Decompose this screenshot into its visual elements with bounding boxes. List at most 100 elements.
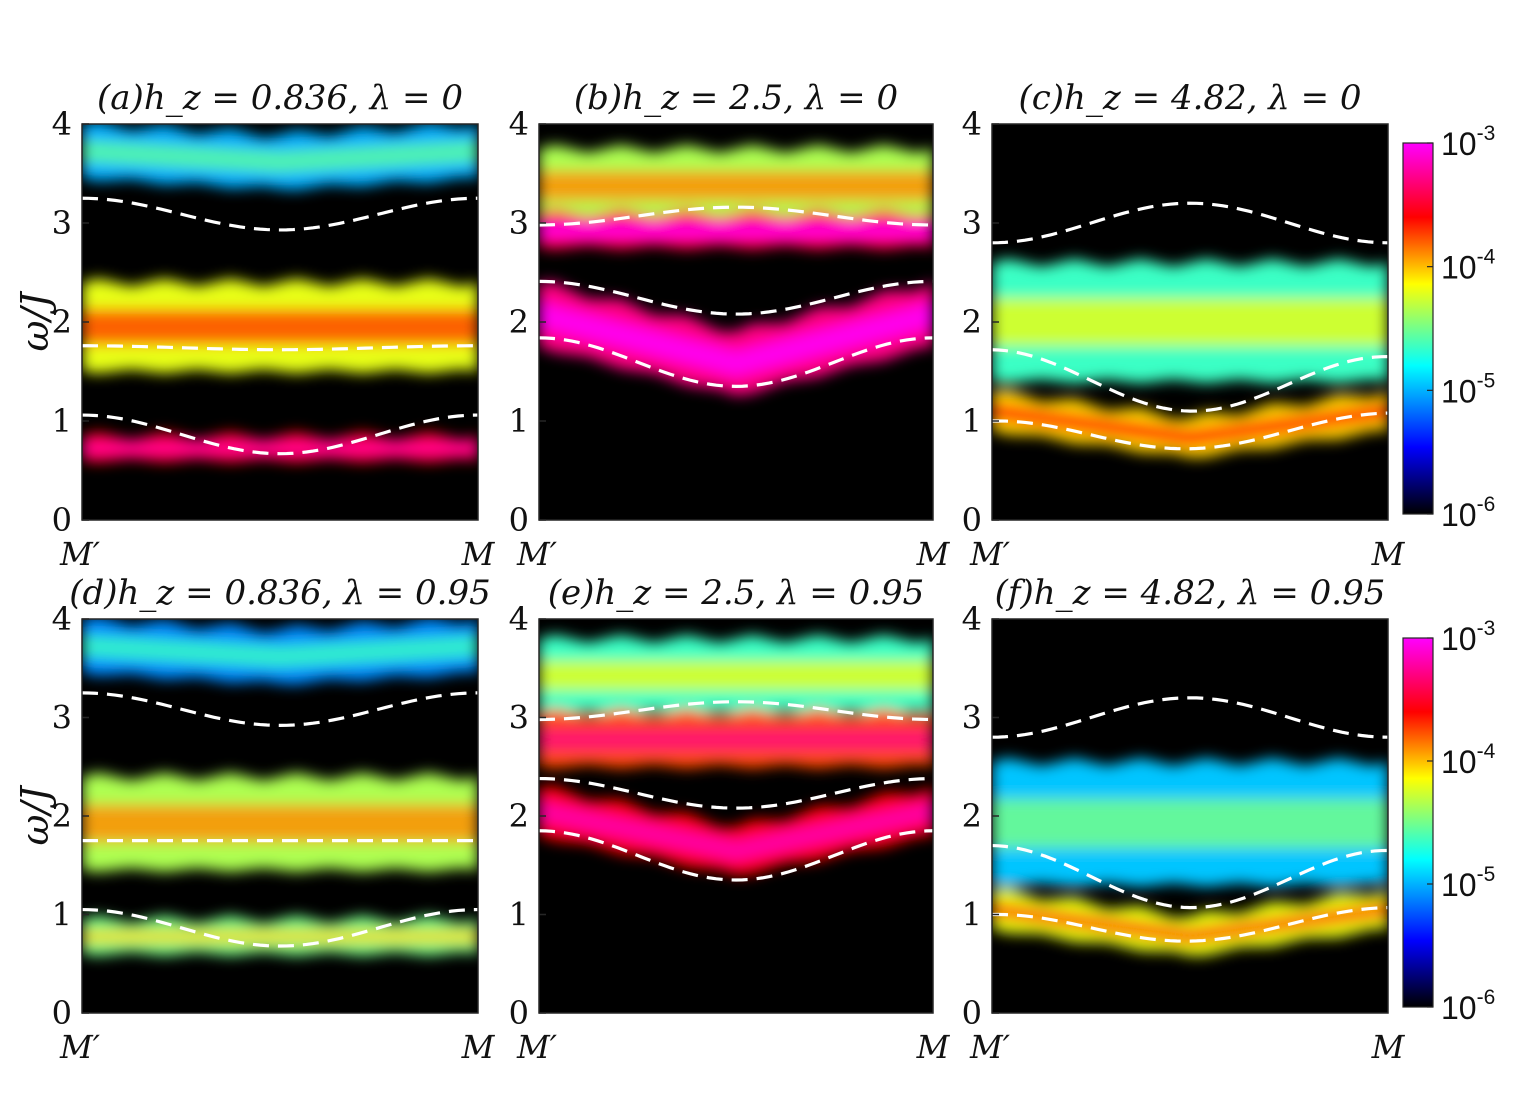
dispersion-lines xyxy=(82,691,478,948)
dashed-curve-2 xyxy=(992,906,1388,943)
band-1 xyxy=(992,389,1388,458)
dashed-curve-2 xyxy=(539,829,933,882)
dispersion-lines xyxy=(992,696,1388,943)
colorbar-tick-label: 10-5 xyxy=(1441,863,1495,903)
dispersion-lines xyxy=(82,196,478,456)
colorbar-tick-exponent: -3 xyxy=(1477,617,1496,640)
ytick-label: 1 xyxy=(52,402,72,440)
heatmap-bands xyxy=(82,124,478,463)
ytick-label: 2 xyxy=(52,303,72,341)
xtick-label-right: M xyxy=(1371,1028,1406,1066)
xtick-label-right: M xyxy=(461,535,496,573)
xtick-label-right: M xyxy=(1371,535,1406,573)
colorbar-tick-exponent: -5 xyxy=(1477,369,1496,392)
ytick-label: 4 xyxy=(509,105,529,143)
ytick-label: 4 xyxy=(52,105,72,143)
colorbar-0: 10-3 10-4 10-5 10-6 xyxy=(1402,122,1496,533)
ytick-label: 3 xyxy=(509,699,529,737)
xtick-label-right: M xyxy=(916,535,951,573)
y-axis-label: ω/J xyxy=(13,785,57,846)
colorbar-tick-exponent: -4 xyxy=(1477,246,1496,269)
ytick-label: 4 xyxy=(52,600,72,638)
heatmap-bands xyxy=(992,258,1388,458)
dashed-curve-1 xyxy=(539,279,933,316)
dashed-curve-1 xyxy=(82,344,478,352)
panel-b: 0 1 2 3 4 M′ M (b)h_z = 2.5, λ = 0 xyxy=(509,78,951,573)
dashed-curve-1 xyxy=(992,348,1388,413)
xtick-label-left: M′ xyxy=(969,1028,1011,1066)
ytick-label: 1 xyxy=(52,896,72,934)
ytick-label: 1 xyxy=(509,402,529,440)
ytick-label: 0 xyxy=(52,501,72,539)
ytick-label: 2 xyxy=(509,303,529,341)
colorbar-gradient xyxy=(1402,637,1434,1008)
ytick-label: 3 xyxy=(509,204,529,242)
y-axis-label: ω/J xyxy=(13,291,57,352)
dashed-curve-0 xyxy=(992,201,1388,245)
heatmap-bands xyxy=(82,619,478,956)
dispersion-lines xyxy=(539,700,933,882)
band-core-1 xyxy=(82,804,478,843)
ytick-label: 0 xyxy=(509,994,529,1032)
dashed-curve-0 xyxy=(992,696,1388,739)
xtick-label-right: M xyxy=(916,1028,951,1066)
xtick-label-left: M′ xyxy=(516,535,558,573)
ytick-label: 0 xyxy=(962,994,982,1032)
ytick-label: 2 xyxy=(52,797,72,835)
band-core-0 xyxy=(82,140,478,173)
heatmap-bands xyxy=(992,757,1388,956)
xtick-label-left: M′ xyxy=(59,535,101,573)
ytick-label: 3 xyxy=(52,699,72,737)
colorbar-tick-label: 10-5 xyxy=(1441,369,1495,409)
band-core-0 xyxy=(992,798,1388,849)
xtick-label-left: M′ xyxy=(59,1028,101,1066)
panel-d: 0 1 2 3 4 M′ M (d)h_z = 0.836, λ = 0.95 ω/J xyxy=(13,573,496,1066)
ytick-label: 3 xyxy=(52,204,72,242)
heatmap-bands xyxy=(539,144,933,396)
panel-f: 0 1 2 3 4 M′ M (f)h_z = 4.82, λ = 0.95 xyxy=(962,573,1406,1066)
ytick-label: 2 xyxy=(962,303,982,341)
band-core-2 xyxy=(82,929,478,944)
heatmap-bands xyxy=(539,634,933,876)
dashed-curve-1 xyxy=(539,776,933,810)
panel-title: (a)h_z = 0.836, λ = 0 xyxy=(97,78,463,118)
ytick-label: 3 xyxy=(962,699,982,737)
band-core-2 xyxy=(539,301,933,377)
band-core-0 xyxy=(539,171,933,201)
ytick-label: 4 xyxy=(962,105,982,143)
ytick-label: 1 xyxy=(509,896,529,934)
dashed-curve-0 xyxy=(539,700,933,722)
colorbar-tick-exponent: -5 xyxy=(1477,863,1496,886)
panel-title: (f)h_z = 4.82, λ = 0.95 xyxy=(995,573,1386,613)
band-core-1 xyxy=(82,309,478,345)
dashed-curve-1 xyxy=(992,843,1388,910)
panel-a: 0 1 2 3 4 M′ M (a)h_z = 0.836, λ = 0 ω/J xyxy=(13,78,496,573)
ytick-label: 0 xyxy=(509,501,529,539)
colorbar-tick-label: 10-3 xyxy=(1441,617,1495,657)
ytick-label: 1 xyxy=(962,896,982,934)
colorbar-tick-exponent: -3 xyxy=(1477,122,1496,145)
band-core-1 xyxy=(992,403,1388,446)
colorbar-gradient xyxy=(1402,142,1434,515)
band-core-1 xyxy=(539,223,933,238)
panel-c: 0 1 2 3 4 M′ M (c)h_z = 4.82, λ = 0 xyxy=(962,78,1406,573)
dashed-curve-0 xyxy=(539,205,933,227)
band-core-0 xyxy=(992,298,1388,346)
panel-title: (d)h_z = 0.836, λ = 0.95 xyxy=(69,573,491,613)
band-core-0 xyxy=(539,660,933,691)
band-core-0 xyxy=(82,635,478,668)
ytick-label: 2 xyxy=(509,797,529,835)
ytick-label: 4 xyxy=(962,600,982,638)
xtick-label-left: M′ xyxy=(516,1028,558,1066)
panel-e: 0 1 2 3 4 M′ M (e)h_z = 2.5, λ = 0.95 xyxy=(509,573,951,1066)
ytick-label: 0 xyxy=(962,501,982,539)
ytick-label: 0 xyxy=(52,994,72,1032)
colorbar-tick-label: 10-6 xyxy=(1441,986,1495,1026)
colorbar-tick-label: 10-4 xyxy=(1441,740,1496,780)
panel-title: (e)h_z = 2.5, λ = 0.95 xyxy=(548,573,925,613)
dashed-curve-2 xyxy=(82,413,478,456)
ytick-label: 4 xyxy=(509,600,529,638)
colorbar-tick-label: 10-4 xyxy=(1441,246,1496,286)
dashed-curve-2 xyxy=(992,411,1388,451)
